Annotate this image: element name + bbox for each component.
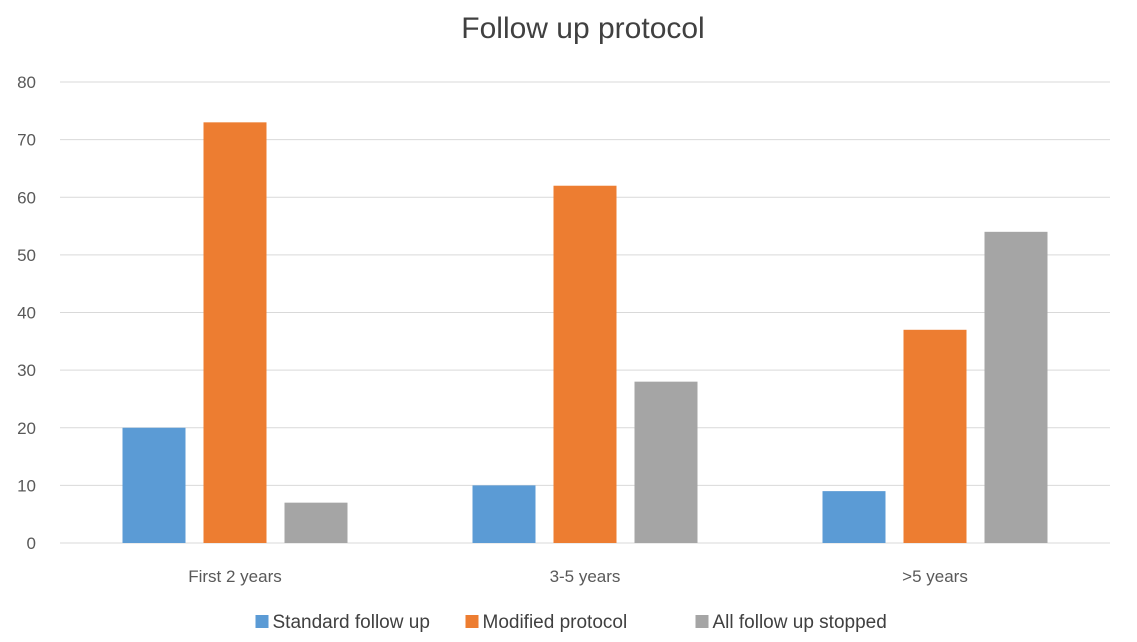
legend-swatch [255, 615, 269, 628]
bar [822, 491, 886, 543]
legend-swatch [465, 615, 479, 628]
y-tick-label: 70 [17, 131, 36, 150]
bars [122, 122, 1048, 544]
bar [203, 122, 267, 544]
bar [122, 427, 186, 543]
legend-label: All follow up stopped [713, 612, 887, 633]
chart-title: Follow up protocol [461, 12, 704, 45]
bar [553, 185, 617, 543]
y-tick-label: 0 [27, 534, 36, 553]
x-tick-label: >5 years [902, 567, 968, 586]
bar [903, 329, 967, 543]
y-tick-label: 40 [17, 304, 36, 323]
y-tick-label: 20 [17, 419, 36, 438]
bar [284, 502, 348, 543]
bar [472, 485, 536, 543]
y-axis-ticks: 0 10 20 30 40 50 60 70 80 [17, 73, 36, 553]
y-tick-label: 80 [17, 73, 36, 92]
x-tick-label: 3-5 years [550, 567, 621, 586]
y-tick-label: 60 [17, 188, 36, 207]
x-tick-label: First 2 years [188, 567, 282, 586]
legend: Standard follow up Modified protocol All f… [255, 612, 887, 633]
y-tick-label: 30 [17, 361, 36, 380]
legend-label: Modified protocol [483, 612, 628, 633]
legend-label: Standard follow up [273, 612, 430, 633]
y-tick-label: 10 [17, 476, 36, 495]
y-tick-label: 50 [17, 246, 36, 265]
bar [984, 231, 1048, 543]
bar [634, 381, 698, 543]
legend-swatch [695, 615, 709, 628]
x-axis-ticks: First 2 years 3-5 years >5 years [188, 567, 968, 586]
